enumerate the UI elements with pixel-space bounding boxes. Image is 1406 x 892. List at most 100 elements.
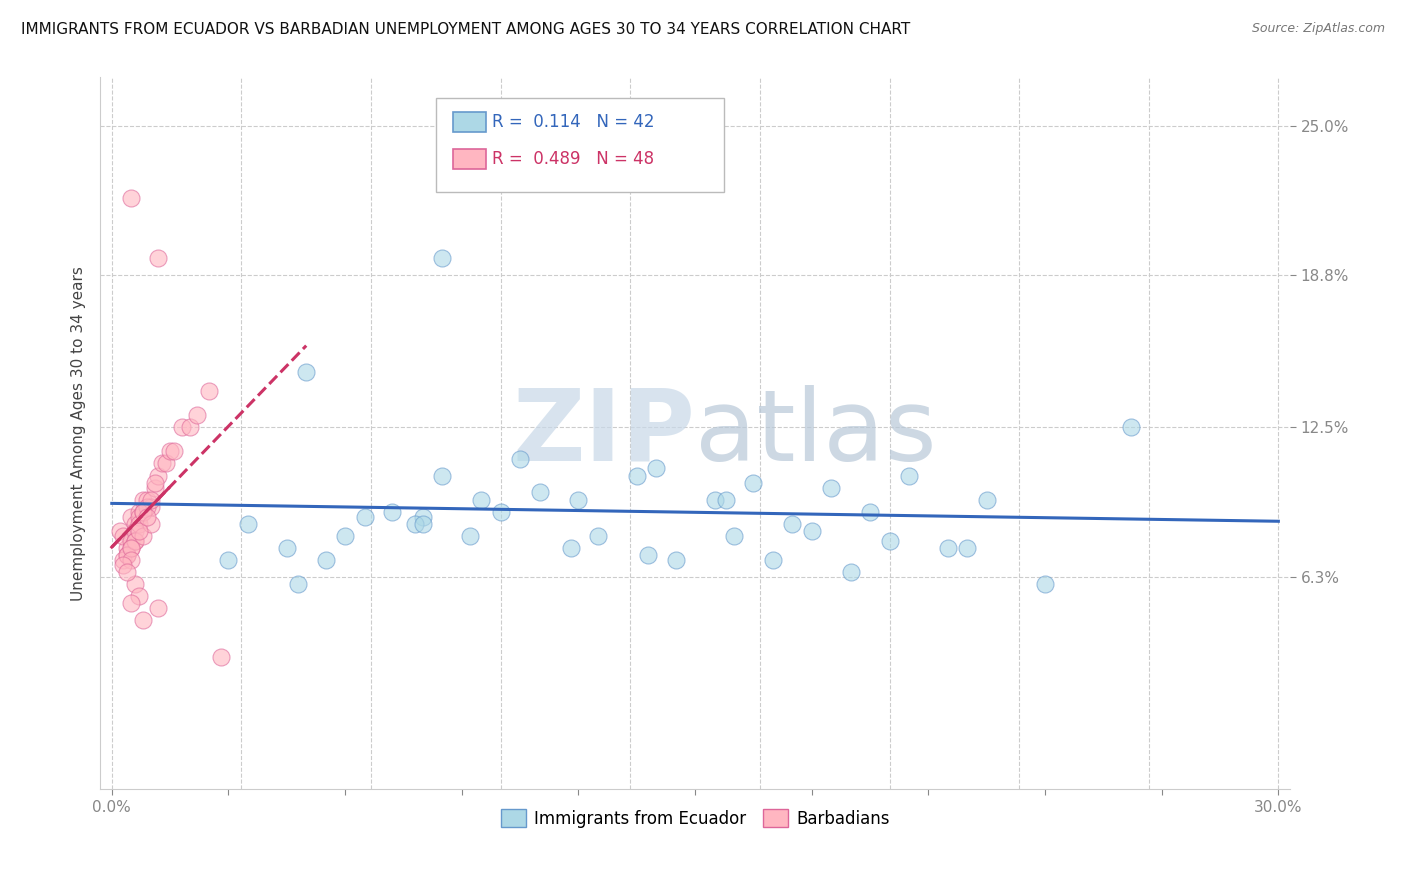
Point	[139, 492, 162, 507]
Point	[723, 529, 745, 543]
Point	[333, 529, 356, 543]
Point	[626, 468, 648, 483]
Point	[381, 505, 404, 519]
Point	[135, 500, 157, 514]
Point	[645, 461, 668, 475]
Point	[124, 533, 146, 548]
Point	[120, 596, 142, 610]
Point	[839, 565, 862, 579]
Point	[586, 529, 609, 543]
Point	[155, 457, 177, 471]
Point	[762, 553, 785, 567]
Point	[295, 365, 318, 379]
Point	[112, 558, 135, 572]
Point	[128, 516, 150, 531]
Point	[139, 516, 162, 531]
Point	[1119, 420, 1142, 434]
Point	[782, 516, 804, 531]
Point	[117, 541, 139, 555]
Point	[567, 492, 589, 507]
Point	[315, 553, 337, 567]
Point	[120, 553, 142, 567]
Point	[458, 529, 481, 543]
Point	[132, 505, 155, 519]
Point	[287, 577, 309, 591]
Point	[117, 548, 139, 562]
Point	[135, 509, 157, 524]
Point	[404, 516, 426, 531]
Point	[820, 481, 842, 495]
Point	[159, 444, 181, 458]
Text: atlas: atlas	[695, 384, 936, 482]
Point	[800, 524, 823, 538]
Point	[412, 516, 434, 531]
Point	[217, 553, 239, 567]
Point	[120, 541, 142, 555]
Point	[143, 475, 166, 490]
Point	[132, 613, 155, 627]
Point	[276, 541, 298, 555]
Point	[936, 541, 959, 555]
Point	[120, 509, 142, 524]
Point	[186, 409, 208, 423]
Text: IMMIGRANTS FROM ECUADOR VS BARBADIAN UNEMPLOYMENT AMONG AGES 30 TO 34 YEARS CORR: IMMIGRANTS FROM ECUADOR VS BARBADIAN UNE…	[21, 22, 910, 37]
Point	[560, 541, 582, 555]
Point	[132, 492, 155, 507]
Point	[120, 191, 142, 205]
Point	[117, 565, 139, 579]
Point	[128, 509, 150, 524]
Point	[976, 492, 998, 507]
Point	[128, 524, 150, 538]
Point	[132, 505, 155, 519]
Point	[742, 475, 765, 490]
Point	[170, 420, 193, 434]
Text: ZIP: ZIP	[512, 384, 695, 482]
Point	[236, 516, 259, 531]
Point	[470, 492, 492, 507]
Point	[509, 451, 531, 466]
Point	[124, 516, 146, 531]
Point	[1033, 577, 1056, 591]
Point	[529, 485, 551, 500]
Point	[897, 468, 920, 483]
Point	[135, 492, 157, 507]
Point	[879, 533, 901, 548]
Point	[179, 420, 201, 434]
Point	[128, 589, 150, 603]
Point	[124, 577, 146, 591]
Point	[859, 505, 882, 519]
Point	[714, 492, 737, 507]
Point	[120, 533, 142, 548]
Point	[150, 457, 173, 471]
Legend: Immigrants from Ecuador, Barbadians: Immigrants from Ecuador, Barbadians	[494, 803, 896, 834]
Y-axis label: Unemployment Among Ages 30 to 34 years: Unemployment Among Ages 30 to 34 years	[72, 266, 86, 601]
Point	[128, 505, 150, 519]
Point	[120, 541, 142, 555]
Point	[112, 529, 135, 543]
Point	[117, 548, 139, 562]
Point	[124, 533, 146, 548]
Point	[637, 548, 659, 562]
Text: R =  0.114   N = 42: R = 0.114 N = 42	[492, 113, 655, 131]
Text: Source: ZipAtlas.com: Source: ZipAtlas.com	[1251, 22, 1385, 36]
Point	[132, 529, 155, 543]
Point	[163, 444, 186, 458]
Point	[148, 601, 170, 615]
Point	[956, 541, 979, 555]
Point	[112, 553, 135, 567]
Point	[432, 468, 454, 483]
Point	[665, 553, 688, 567]
Point	[198, 384, 221, 398]
Point	[412, 509, 434, 524]
Text: R =  0.489   N = 48: R = 0.489 N = 48	[492, 150, 654, 168]
Point	[148, 252, 170, 266]
Point	[139, 500, 162, 514]
Point	[489, 505, 512, 519]
Point	[353, 509, 375, 524]
Point	[703, 492, 725, 507]
Point	[108, 524, 131, 538]
Point	[209, 649, 232, 664]
Point	[143, 481, 166, 495]
Point	[124, 524, 146, 538]
Point	[432, 252, 454, 266]
